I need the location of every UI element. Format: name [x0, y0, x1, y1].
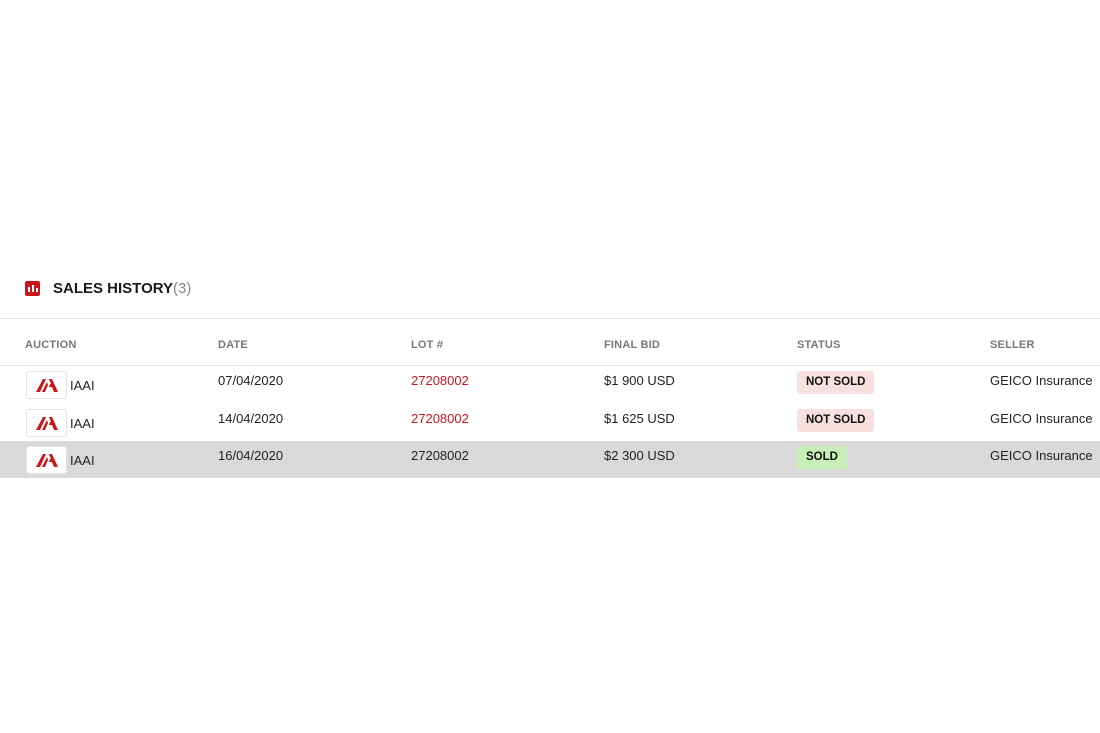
table-row[interactable]: IAAI 07/04/2020 27208002 $1 900 USD NOT …: [0, 366, 1100, 403]
seller: GEICO Insurance: [990, 373, 1093, 388]
seller: GEICO Insurance: [990, 410, 1093, 426]
status-badge: NOT SOLD: [797, 408, 875, 432]
final-bid: $2 300 USD: [604, 448, 675, 463]
lot-number-link: 27208002: [411, 448, 469, 463]
auction-name: IAAI: [70, 378, 95, 393]
final-bid: $1 625 USD: [604, 410, 675, 426]
divider: [0, 365, 1100, 366]
section-title-text: SALES HISTORY: [53, 280, 174, 297]
iaai-logo-icon: [26, 371, 67, 399]
seller: GEICO Insurance: [990, 448, 1093, 463]
lot-number-link[interactable]: 27208002: [411, 410, 469, 426]
sale-date: 14/04/2020: [218, 410, 284, 426]
section-title: SALES HISTORY (3): [25, 280, 191, 297]
status-badge: NOT SOLD: [797, 371, 875, 394]
table-row[interactable]: IAAI 16/04/2020 27208002 $2 300 USD SOLD…: [0, 441, 1100, 478]
table-row[interactable]: IAAI 14/04/2020 27208002 $1 625 USD NOT …: [0, 404, 1100, 441]
status-badge: SOLD: [797, 446, 847, 469]
column-header-final-bid: FINAL BID: [604, 339, 660, 351]
section-count: (3): [173, 280, 192, 297]
sale-date: 07/04/2020: [218, 373, 284, 388]
auction-name: IAAI: [70, 415, 95, 431]
sale-date: 16/04/2020: [218, 448, 284, 463]
divider: [0, 318, 1100, 319]
lot-number-link[interactable]: 27208002: [411, 373, 469, 388]
column-header-status: STATUS: [797, 339, 841, 351]
iaai-logo-icon: [26, 408, 67, 437]
auction-name: IAAI: [70, 453, 95, 468]
column-header-auction: AUCTION: [25, 339, 77, 351]
final-bid: $1 900 USD: [604, 373, 675, 388]
column-header-date: DATE: [218, 339, 248, 351]
column-header-seller: SELLER: [990, 339, 1035, 351]
iaai-logo-icon: [26, 446, 67, 474]
bar-chart-icon: [25, 281, 40, 296]
column-header-lot: LOT #: [411, 339, 444, 351]
